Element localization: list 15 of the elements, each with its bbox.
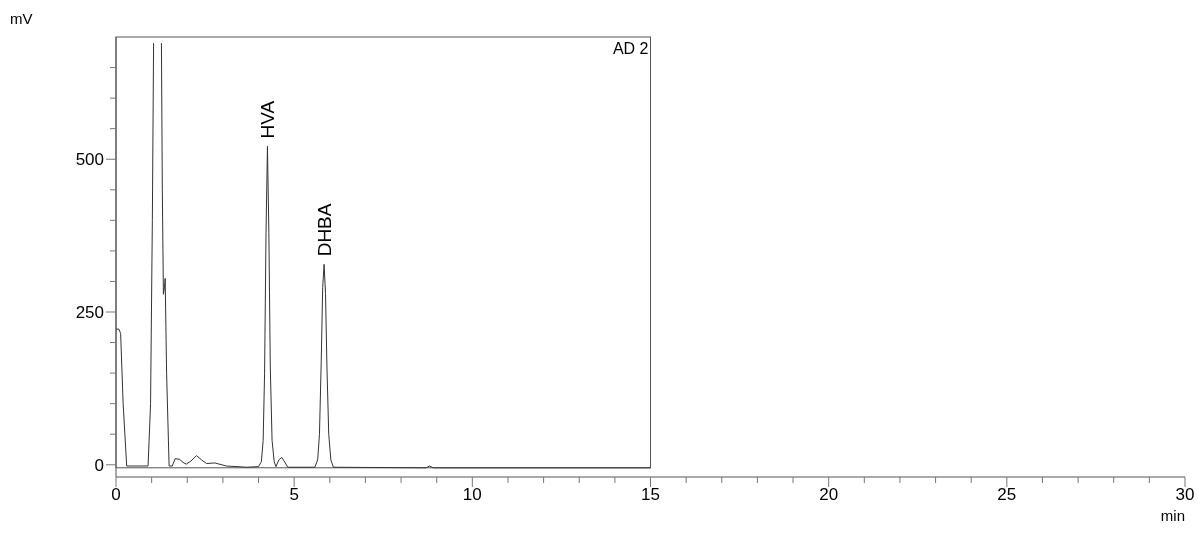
x-tick-label: 30 xyxy=(1175,485,1195,504)
x-tick-label: 15 xyxy=(641,485,660,504)
x-tick-label: 0 xyxy=(111,485,121,504)
annotation: AD 2 xyxy=(612,40,649,57)
y-tick-label: 500 xyxy=(75,150,104,170)
x-axis-title: min xyxy=(1160,507,1185,524)
x-tick-label: 10 xyxy=(462,485,482,504)
x-tick-label: 20 xyxy=(819,485,839,504)
annotation: DHBA xyxy=(314,203,336,257)
y-tick-label: 250 xyxy=(75,302,104,322)
y-tick-label: 0 xyxy=(94,455,104,475)
x-tick-label: 5 xyxy=(289,485,299,504)
y-axis-title: mV xyxy=(10,10,33,27)
annotation: HVA xyxy=(257,100,279,139)
x-tick-label: 25 xyxy=(997,485,1017,504)
